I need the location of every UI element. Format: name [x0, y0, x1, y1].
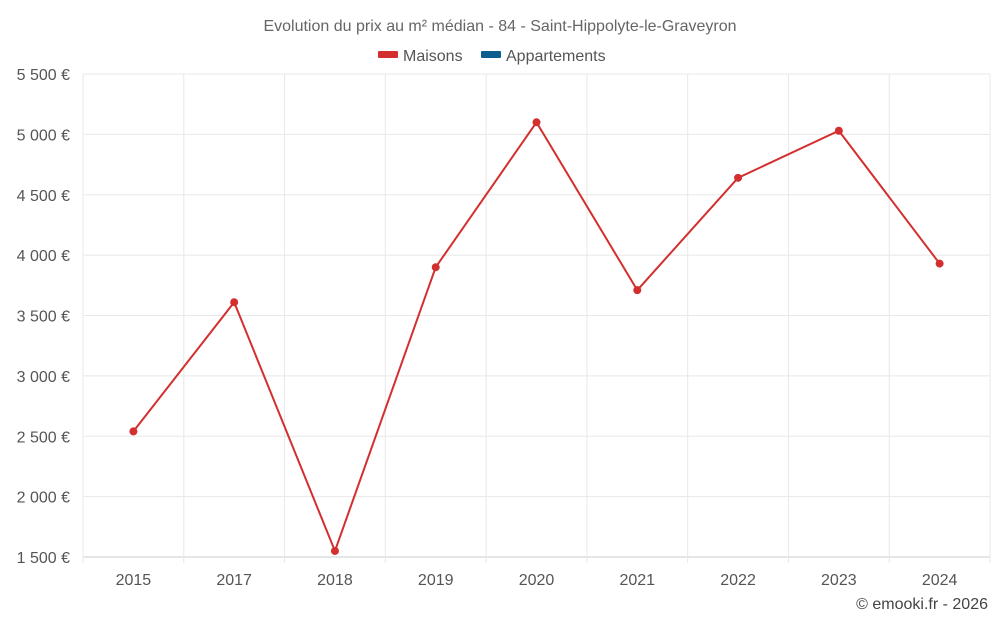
y-tick-label: 2 000 € — [17, 490, 70, 507]
x-tick-label: 2022 — [720, 572, 756, 589]
y-tick-label: 1 500 € — [17, 550, 70, 567]
x-tick-label: 2021 — [619, 572, 655, 589]
legend-item-maisons[interactable]: Maisons — [378, 48, 463, 65]
data-point[interactable] — [633, 286, 642, 295]
y-tick-label: 3 000 € — [17, 369, 70, 386]
x-tick-label: 2019 — [418, 572, 454, 589]
credit-text: © emooki.fr - 2026 — [856, 596, 988, 613]
y-tick-label: 2 500 € — [17, 429, 70, 446]
y-axis: 1 500 € 2 000 € 2 500 € 3 000 € 3 500 € 4 000… — [17, 67, 70, 567]
legend: Maisons Appartements — [378, 48, 606, 65]
x-tick-label: 2024 — [922, 572, 958, 589]
data-point[interactable] — [935, 259, 944, 268]
x-tick-label: 2018 — [317, 572, 353, 589]
y-tick-label: 5 500 € — [17, 67, 70, 84]
series-layer — [129, 118, 944, 555]
legend-label-appartements: Appartements — [506, 48, 606, 65]
x-tick-label: 2023 — [821, 572, 857, 589]
data-point[interactable] — [330, 546, 339, 555]
x-tick-label: 2020 — [519, 572, 555, 589]
y-tick-label: 3 500 € — [17, 309, 70, 326]
chart-title: Evolution du prix au m² médian - 84 - Sa… — [263, 18, 736, 35]
data-point[interactable] — [431, 263, 440, 272]
y-tick-label: 5 000 € — [17, 127, 70, 144]
data-point[interactable] — [129, 427, 138, 436]
y-tick-label: 4 500 € — [17, 188, 70, 205]
legend-item-appartements[interactable]: Appartements — [481, 48, 606, 65]
data-point[interactable] — [834, 126, 843, 135]
grid — [82, 73, 991, 563]
legend-swatch-maisons — [378, 51, 398, 58]
legend-swatch-appartements — [481, 51, 501, 58]
series-line-maisons — [132, 120, 941, 554]
x-tick-label: 2015 — [116, 572, 152, 589]
x-tick-label: 2017 — [216, 572, 252, 589]
x-axis: 2015 2017 2018 2019 2020 2021 2022 2023 2024 — [116, 572, 958, 589]
legend-label-maisons: Maisons — [403, 48, 463, 65]
data-point[interactable] — [532, 118, 541, 127]
y-tick-label: 4 000 € — [17, 248, 70, 265]
data-point[interactable] — [230, 298, 239, 307]
data-point[interactable] — [734, 173, 743, 182]
